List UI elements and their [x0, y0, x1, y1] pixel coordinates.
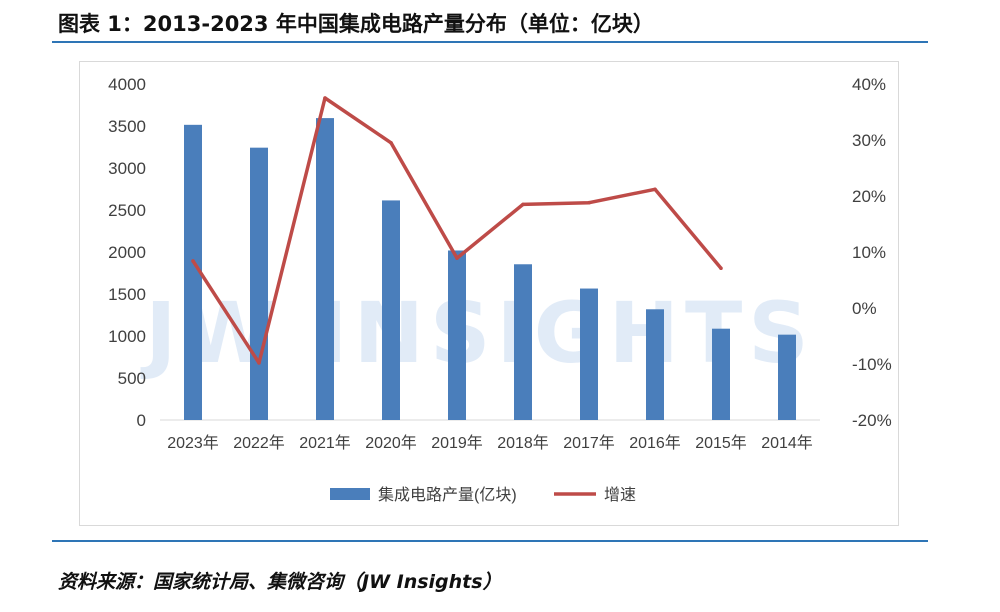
bar: [316, 118, 334, 420]
chart-title: 图表 1：2013-2023 年中国集成电路产量分布（单位：亿块）: [58, 12, 654, 36]
growth-point: [257, 361, 261, 365]
chart-frame: JW INSIGHTS 0 500 1000 1500 2000 2500 3000 3500 4…: [79, 61, 899, 526]
source-note: 资料来源：国家统计局、集微咨询（JW Insights）: [58, 571, 502, 593]
legend-label-bar: 集成电路产量(亿块): [378, 486, 517, 504]
left-tick-label: 500: [118, 369, 146, 388]
bar: [250, 147, 268, 420]
right-tick-label: 30%: [852, 131, 886, 150]
growth-point: [587, 200, 591, 205]
bar: [382, 200, 400, 420]
growth-point: [455, 256, 459, 260]
right-tick-label: 40%: [852, 75, 886, 94]
growth-point: [521, 202, 525, 207]
left-tick-label: 0: [137, 411, 146, 430]
growth-point: [653, 187, 657, 192]
right-tick-label: -20%: [852, 411, 892, 430]
bar: [184, 124, 202, 420]
bar: [712, 328, 730, 420]
combo-chart: JW INSIGHTS05001000150020002500300035004…: [108, 75, 892, 504]
left-tick-label: 2500: [108, 201, 146, 220]
right-tick-label: 0%: [852, 299, 877, 318]
category-label: 2021年: [299, 434, 351, 452]
left-tick-label: 4000: [108, 75, 146, 94]
growth-point: [389, 141, 393, 145]
bar: [646, 309, 664, 420]
category-label: 2019年: [431, 434, 483, 452]
category-label: 2014年: [761, 434, 813, 452]
growth-point: [323, 96, 327, 100]
bar: [448, 250, 466, 420]
category-label: 2017年: [563, 434, 615, 452]
bar: [580, 288, 598, 420]
title-rule: [52, 41, 928, 43]
left-tick-label: 3000: [108, 159, 146, 178]
category-label: 2015年: [695, 434, 747, 452]
growth-point: [719, 266, 723, 271]
right-tick-label: 10%: [852, 243, 886, 262]
left-tick-label: 3500: [108, 117, 146, 136]
legend-swatch-bar: [330, 488, 370, 500]
category-label: 2020年: [365, 434, 417, 452]
legend-label-line: 增速: [604, 486, 636, 504]
category-label: 2022年: [233, 434, 285, 452]
right-tick-label: 20%: [852, 187, 886, 206]
left-tick-label: 1500: [108, 285, 146, 304]
category-label: 2018年: [497, 434, 549, 452]
source-rule: [52, 540, 928, 542]
category-label: 2023年: [167, 434, 219, 452]
left-tick-label: 1000: [108, 327, 146, 346]
category-label: 2016年: [629, 434, 681, 452]
left-tick-label: 2000: [108, 243, 146, 262]
right-tick-label: -10%: [852, 355, 892, 374]
bar: [514, 264, 532, 420]
bar: [778, 334, 796, 420]
growth-point: [191, 259, 195, 263]
